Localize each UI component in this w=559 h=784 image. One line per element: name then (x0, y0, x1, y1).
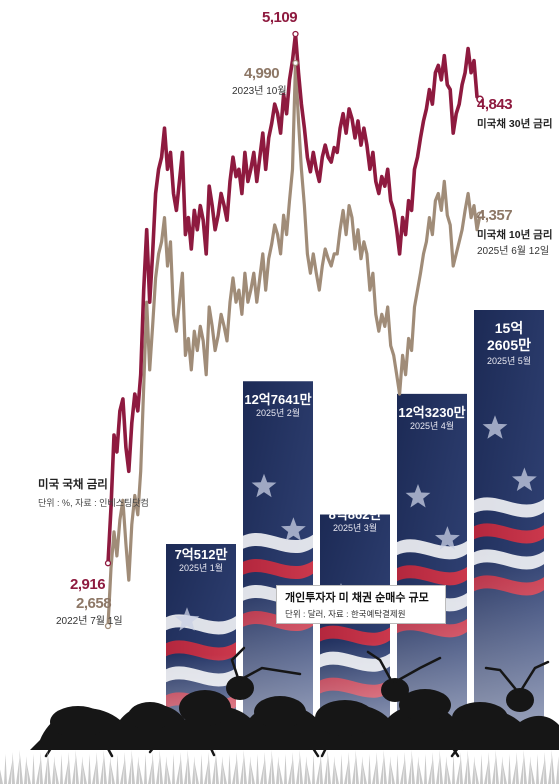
bar-4-date: 2025년 4월 (409, 421, 455, 431)
start-30y-value: 2,916 (70, 576, 106, 593)
start-10y-value: 2,658 (76, 595, 112, 612)
line-series-30y (106, 32, 482, 565)
peak-10y-value: 4,990 (244, 65, 280, 82)
bar-legend-box: 개인투자자 미 채권 순매수 규모 단위 : 달러, 자료 : 한국예탁결제원 (276, 585, 446, 624)
end-10y-date: 2025년 6월 12일 (477, 246, 550, 257)
bar-5-amount-line1: 15억 (494, 320, 524, 336)
chart-unit-note: 단위 : %, 자료 : 인베스팅닷컴 (38, 498, 149, 508)
peak-10y-date: 2023년 10월 (232, 86, 287, 97)
end-marker-1 (476, 211, 484, 219)
bar-2-amount: 12억7641만 (244, 392, 312, 407)
ants-silhouette-decoration (0, 646, 559, 784)
bar-1-date: 2025년 1월 (178, 563, 224, 573)
line-series-group (104, 30, 484, 630)
bar-5-date: 2025년 5월 (486, 356, 532, 366)
bar-2-date: 2025년 2월 (255, 408, 301, 418)
grass-decoration (0, 750, 559, 784)
bar-3-amount: 8억862만 (328, 507, 382, 522)
end-30y-value: 4,843 (477, 96, 513, 113)
bar-4-amount: 12억3230만 (398, 405, 466, 420)
line-series-10y (106, 61, 482, 628)
end-10y-label: 미국채 10년 금리 (477, 229, 553, 241)
end-marker-0 (476, 95, 484, 103)
start-date: 2022년 7월 1일 (56, 616, 123, 627)
peak-30y-value: 5,109 (262, 9, 298, 26)
end-10y-value: 4,357 (477, 207, 513, 224)
bar-legend-title: 개인투자자 미 채권 순매수 규모 (285, 592, 429, 604)
peak-marker-0 (292, 30, 299, 38)
end-30y-label: 미국채 30년 금리 (477, 118, 553, 130)
start-marker-1 (104, 622, 112, 630)
bar-2 (243, 381, 313, 745)
bar-5-amount-line2: 2605만 (486, 337, 532, 353)
peak-marker-1 (292, 59, 299, 67)
bar-3-date: 2025년 3월 (332, 523, 378, 533)
bar-1-amount: 7억512만 (174, 547, 228, 562)
start-marker-0 (104, 560, 112, 567)
chart-title: 미국 국채 금리 (38, 479, 108, 491)
bar-legend-unit: 단위 : 달러, 자료 : 한국예탁결제원 (285, 609, 406, 619)
